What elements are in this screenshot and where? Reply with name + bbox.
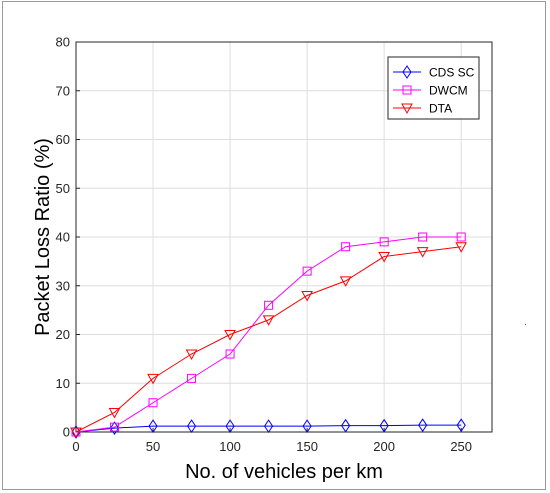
- data-point-dwcm: [379, 237, 389, 247]
- data-point-cds-sc: [186, 419, 197, 434]
- series-line-cds-sc: [75, 424, 462, 433]
- data-point-cds-sc: [418, 418, 428, 433]
- y-tick-label: 0: [63, 425, 70, 440]
- y-tick-label: 80: [56, 35, 70, 50]
- x-tick-label: 0: [72, 439, 79, 454]
- legend-label-dta: DTA: [429, 102, 452, 116]
- x-tick-label: 200: [373, 439, 395, 454]
- data-point-cds-sc: [379, 418, 389, 433]
- legend-label-cds-sc: CDS SC: [429, 66, 475, 80]
- data-point-dta: [301, 291, 313, 302]
- y-axis-title: Packet Loss Ratio (%): [32, 138, 54, 336]
- data-point-cds-sc: [456, 418, 466, 433]
- data-point-dwcm: [225, 349, 235, 359]
- y-tick-label: 40: [56, 230, 70, 245]
- data-point-dwcm: [456, 232, 466, 242]
- y-tick-label: 60: [56, 132, 70, 147]
- data-point-cds-sc: [109, 421, 120, 436]
- data-point-dta: [108, 408, 121, 419]
- data-point-dta: [262, 315, 275, 326]
- series-dwcm: [71, 232, 466, 437]
- x-tick-label: 150: [296, 439, 318, 454]
- data-point-cds-sc: [302, 419, 312, 434]
- axis-ticks: 0 50 100 150 200 250 0 10 20 30 40 50 60 70 80: [56, 35, 473, 455]
- data-point-dwcm: [302, 266, 312, 276]
- series-dta: [70, 242, 468, 439]
- data-point-dta: [70, 427, 82, 439]
- data-point-dta: [378, 252, 390, 263]
- data-point-cds-sc: [341, 418, 351, 433]
- legend-marker-cds-sc: [402, 65, 412, 79]
- y-tick-label: 50: [56, 181, 70, 196]
- data-point-dta: [339, 276, 352, 287]
- legend-marker-dta: [401, 103, 413, 115]
- data-point-dta: [147, 373, 159, 385]
- data-point-dta: [185, 349, 198, 361]
- legend-label-dwcm: DWCM: [429, 84, 468, 98]
- x-tick-label: 50: [146, 439, 160, 454]
- data-point-dwcm: [148, 398, 158, 408]
- series-line-dwcm: [75, 236, 462, 433]
- y-tick-label: 20: [56, 327, 70, 342]
- x-tick-label: 100: [219, 439, 241, 454]
- legend: CDS SC DWCM DTA: [387, 56, 480, 120]
- legend-items: CDS SC DWCM DTA: [393, 65, 475, 116]
- data-point-cds-sc: [148, 419, 158, 434]
- series-line-dta: [75, 246, 462, 433]
- stray-dot: .: [524, 317, 527, 328]
- data-point-dwcm: [341, 242, 351, 252]
- series-cds-sc: [71, 418, 466, 439]
- legend-marker-dwcm: [402, 85, 412, 95]
- data-point-dta: [224, 330, 236, 341]
- x-tick-label: 250: [450, 439, 472, 454]
- data-point-dwcm: [264, 300, 274, 310]
- y-tick-label: 30: [56, 278, 70, 293]
- data-point-cds-sc: [225, 419, 235, 434]
- data-point-dta: [416, 247, 429, 258]
- y-tick-label: 70: [56, 83, 70, 98]
- data-point-dta: [455, 242, 468, 253]
- x-axis-title: No. of vehicles per km: [185, 461, 383, 483]
- data-point-cds-sc: [263, 419, 274, 434]
- series-layer: [70, 232, 468, 439]
- y-tick-label: 10: [56, 376, 70, 391]
- data-point-dwcm: [187, 373, 197, 383]
- grid-lines: [76, 42, 492, 432]
- data-point-dwcm: [110, 422, 120, 432]
- data-point-dwcm: [418, 232, 428, 242]
